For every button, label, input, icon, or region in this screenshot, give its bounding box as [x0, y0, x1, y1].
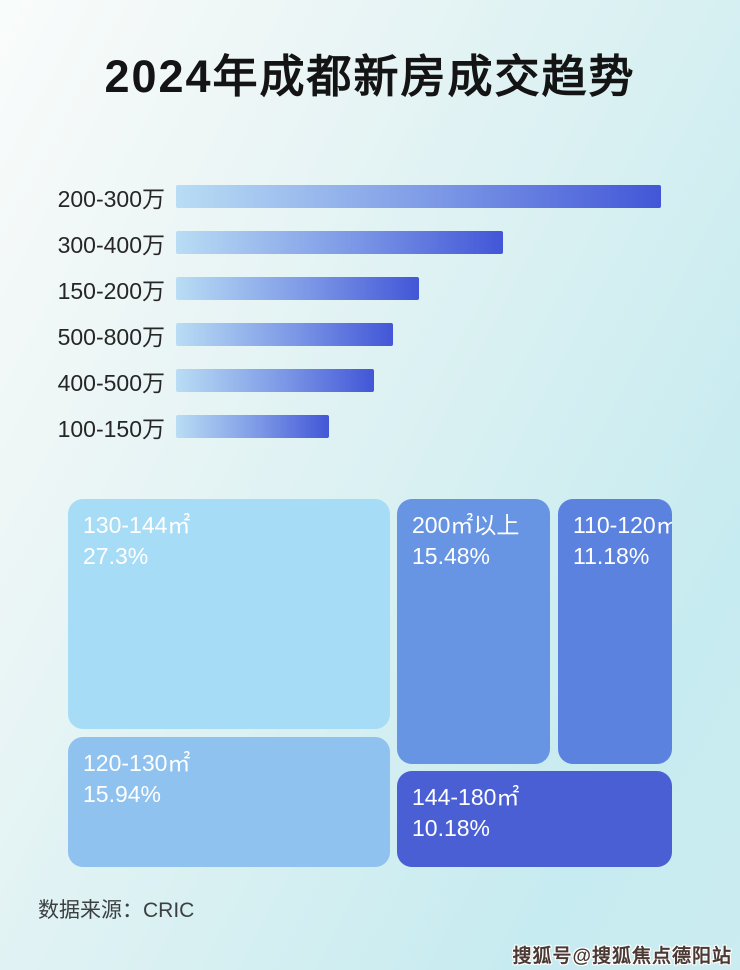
- treemap-block-value: 15.48%: [412, 543, 491, 569]
- bar-track: [176, 323, 661, 346]
- bar-row: 500-800万: [0, 323, 672, 350]
- data-source: 数据来源：CRIC: [38, 899, 195, 922]
- treemap-block-label: 120-130㎡: [83, 750, 191, 776]
- treemap-block-200-plus: 200㎡以上 15.48%: [397, 499, 550, 764]
- treemap-block-value: 10.18%: [412, 815, 491, 841]
- treemap-block-value: 27.3%: [83, 543, 149, 569]
- bar-row: 150-200万: [0, 277, 672, 304]
- bar-row: 100-150万: [0, 415, 672, 442]
- price-band-bar-chart: 200-300万 300-400万 150-200万 500-800万 400-…: [0, 185, 672, 461]
- watermark: 搜狐号@搜狐焦点德阳站: [512, 946, 732, 967]
- area-share-treemap: 130-144㎡ 27.3% 120-130㎡ 15.94% 200㎡以上 15…: [68, 499, 673, 867]
- bar-fill: [176, 277, 419, 300]
- treemap-block-110-120: 110-120㎡ 11.18%: [558, 499, 672, 764]
- bar-label: 100-150万: [57, 415, 165, 442]
- bar-row: 200-300万: [0, 185, 672, 212]
- bar-track: [176, 185, 661, 208]
- bar-label: 400-500万: [57, 369, 165, 396]
- treemap-block-label: 110-120㎡: [573, 512, 672, 538]
- treemap-block-value: 15.94%: [83, 781, 162, 807]
- treemap-block-label: 144-180㎡: [412, 784, 520, 810]
- bar-label: 300-400万: [57, 231, 165, 258]
- treemap-block-value: 11.18%: [573, 543, 650, 569]
- treemap-block-label: 200㎡以上: [412, 512, 520, 538]
- bar-label: 200-300万: [57, 185, 165, 212]
- treemap-block-144-180: 144-180㎡ 10.18%: [397, 771, 672, 867]
- bar-fill: [176, 231, 503, 254]
- bar-row: 400-500万: [0, 369, 672, 396]
- bar-fill: [176, 415, 329, 438]
- bar-track: [176, 415, 661, 438]
- bar-fill: [176, 185, 661, 208]
- bar-fill: [176, 369, 374, 392]
- page-title: 2024年成都新房成交趋势: [104, 51, 636, 102]
- bar-label: 150-200万: [57, 277, 165, 304]
- bar-track: [176, 369, 661, 392]
- bar-fill: [176, 323, 393, 346]
- treemap-block-130-144: 130-144㎡ 27.3%: [68, 499, 390, 729]
- treemap-block-120-130: 120-130㎡ 15.94%: [68, 737, 390, 867]
- bar-row: 300-400万: [0, 231, 672, 258]
- bar-label: 500-800万: [57, 323, 165, 350]
- bar-track: [176, 231, 661, 254]
- bar-track: [176, 277, 661, 300]
- treemap-block-label: 130-144㎡: [83, 512, 191, 538]
